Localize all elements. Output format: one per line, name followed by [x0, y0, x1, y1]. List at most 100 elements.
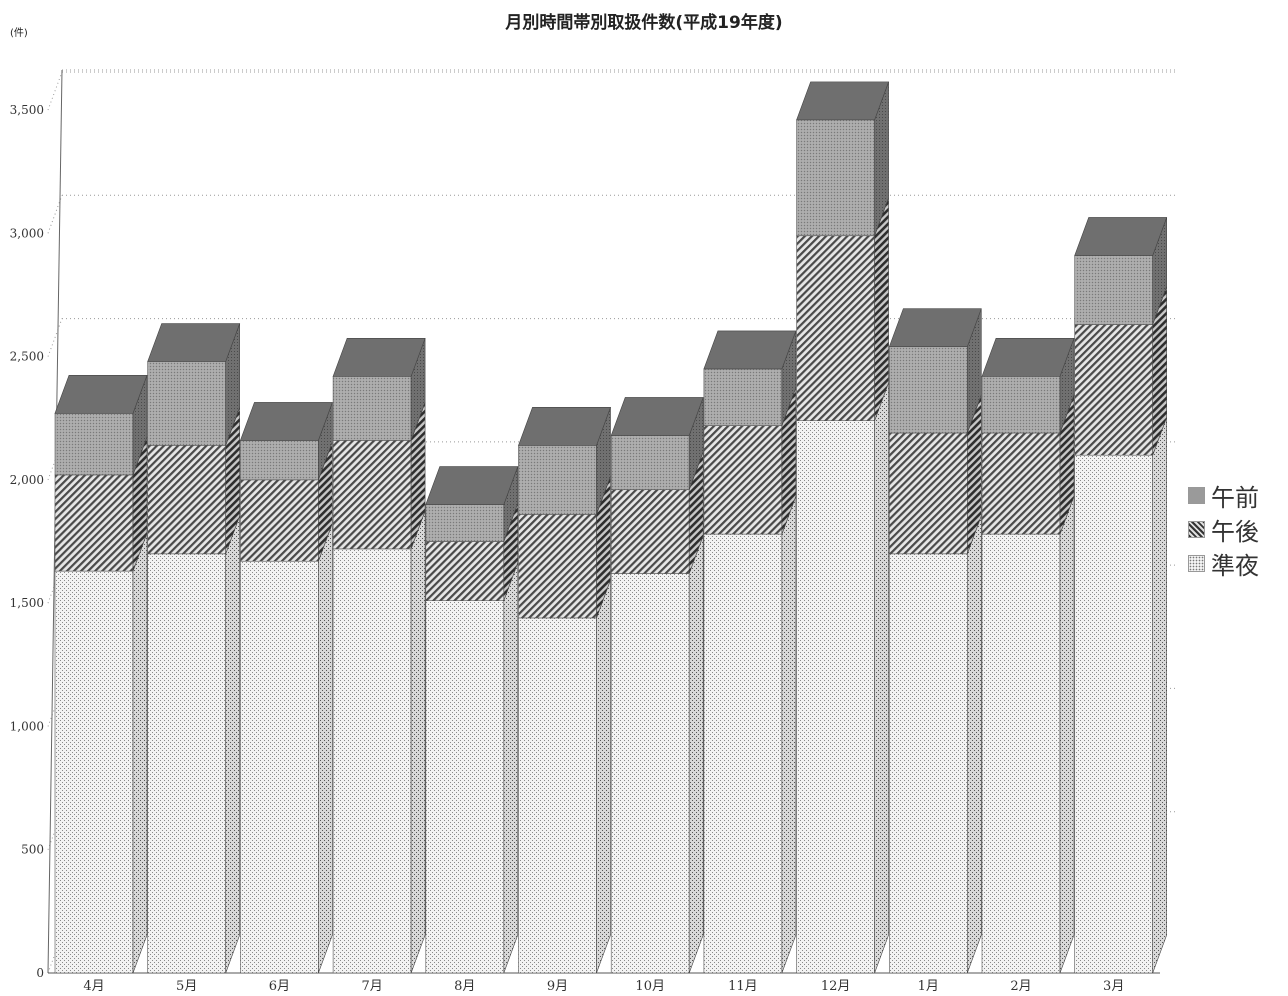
bar-1	[981, 432, 1061, 535]
legend-item-gogo: 午後	[1188, 512, 1259, 546]
x-tick-label: 2月	[1010, 979, 1031, 994]
bars-layer	[54, 81, 1168, 974]
x-tick-label: 9月	[547, 979, 568, 994]
legend: 午前 午後 準夜	[1188, 478, 1259, 580]
bar-top	[888, 308, 982, 348]
bar-side-0	[503, 562, 519, 974]
bar-top	[332, 337, 426, 377]
bar-1	[54, 474, 134, 572]
x-tick-label: 11月	[728, 979, 758, 994]
bar-1	[1074, 324, 1153, 456]
bar-1	[796, 235, 875, 421]
x-tick-label: 10月	[635, 979, 665, 994]
bar-top	[239, 402, 333, 441]
x-tick-label: 5月	[176, 979, 197, 994]
y-tick-label: 0	[36, 966, 44, 980]
bar-2	[518, 445, 597, 515]
bar-2	[796, 119, 875, 237]
bar-2	[332, 375, 412, 441]
y-tick-label: 3,000	[10, 226, 44, 240]
y-tick-label: 2,500	[10, 350, 44, 364]
bar-top	[518, 407, 611, 446]
bar-stack	[425, 466, 519, 974]
dotted-square-icon	[1188, 554, 1205, 572]
chart-title: 月別時間帯別取扱件数(平成19年度)	[505, 13, 783, 33]
bar-stack	[610, 397, 704, 974]
bar-1	[610, 489, 690, 574]
y-tick-label: 1,500	[10, 596, 44, 610]
bar-0	[610, 573, 690, 974]
bar-top	[147, 323, 241, 362]
bar-2	[1074, 255, 1153, 325]
bar-1	[888, 432, 968, 555]
bar-2	[888, 346, 968, 434]
bar-side-0	[596, 579, 611, 974]
x-tick-label: 6月	[269, 979, 290, 994]
bar-side-0	[225, 515, 240, 974]
bar-1	[332, 440, 412, 550]
bar-side-1	[874, 197, 889, 421]
legend-item-junya: 準夜	[1188, 546, 1259, 580]
bar-stack	[888, 308, 982, 974]
bar-stack	[332, 337, 426, 974]
bar-0	[888, 553, 968, 974]
gridline	[47, 71, 63, 111]
bar-side-0	[966, 515, 982, 974]
bar-1	[240, 479, 319, 562]
gridline	[47, 195, 63, 234]
bar-stack	[981, 337, 1075, 974]
x-tick-label: 3月	[1103, 979, 1124, 994]
bar-side-0	[781, 495, 797, 974]
x-tick-label: 12月	[821, 979, 851, 994]
bar-side-0	[874, 382, 889, 974]
bar-0	[981, 533, 1061, 974]
bar-2	[54, 412, 134, 476]
bar-0	[703, 533, 783, 974]
gray-square-icon	[1188, 486, 1205, 504]
y-axis-unit: (件)	[10, 28, 28, 39]
bar-2	[240, 440, 319, 481]
bar-0	[240, 560, 319, 974]
bar-1	[147, 445, 226, 555]
x-axis: 4月 5月 6月 7月 8月 9月 10月 11月 12月 1月 2月 3月	[83, 979, 1124, 994]
bar-stack	[703, 330, 797, 974]
bar-1	[425, 541, 505, 601]
x-tick-label: 1月	[918, 979, 939, 994]
bar-top	[796, 81, 890, 121]
legend-item-gozen: 午前	[1188, 478, 1259, 512]
y-tick-label: 2,000	[10, 473, 44, 487]
bar-stack	[239, 402, 333, 974]
legend-label: 午後	[1211, 517, 1259, 546]
bar-2	[425, 504, 505, 542]
bar-2	[147, 361, 226, 446]
bar-top	[1074, 217, 1168, 256]
bar-side-0	[688, 535, 704, 974]
gridline	[47, 318, 63, 357]
bar-2	[981, 375, 1061, 434]
x-tick-label: 8月	[454, 979, 475, 994]
y-axis: 0 500 1,000 1,500 2,000 2,500 3,000 3,500	[10, 69, 1160, 980]
bar-1	[703, 425, 783, 535]
bar-top	[981, 337, 1075, 377]
y-tick-label: 500	[21, 843, 44, 857]
bar-side-0	[1059, 495, 1075, 974]
legend-label: 午前	[1211, 483, 1259, 512]
bar-0	[147, 553, 226, 974]
bar-0	[425, 600, 505, 974]
legend-label: 準夜	[1211, 551, 1259, 580]
bar-top	[610, 397, 704, 436]
y-tick-label: 1,000	[10, 719, 44, 733]
bar-2	[703, 368, 783, 426]
bar-side-0	[410, 510, 426, 974]
bar-1	[518, 514, 597, 619]
bar-top	[425, 466, 519, 505]
x-tick-label: 4月	[83, 979, 104, 994]
bar-0	[518, 617, 597, 974]
bar-stack	[518, 407, 611, 974]
hatched-square-icon	[1188, 520, 1205, 538]
bar-side-0	[132, 532, 148, 974]
bar-side-0	[1152, 417, 1167, 974]
bar-0	[54, 570, 134, 974]
bar-side-0	[318, 523, 333, 974]
